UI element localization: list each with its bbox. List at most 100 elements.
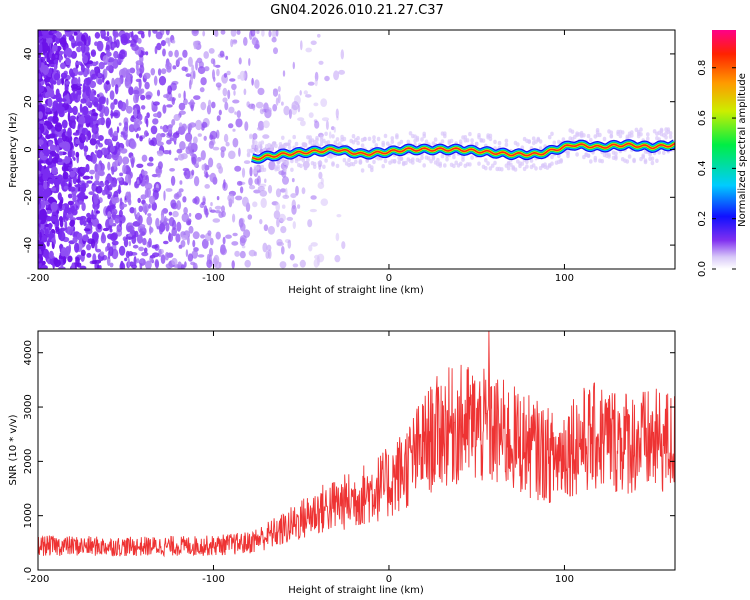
halo-speck [666,127,671,132]
noise-speck [215,231,221,240]
halo-speck [283,144,287,149]
noise-speck [265,250,270,259]
halo-speck [557,153,561,159]
noise-speck [61,119,68,129]
noise-speck [67,193,73,199]
noise-speck [157,68,162,76]
noise-speck [38,129,41,138]
halo-speck [372,139,376,144]
noise-speck [178,188,184,193]
noise-speck [248,177,253,186]
noise-speck [93,193,97,203]
noise-speck [169,168,176,172]
noise-speck [79,218,84,226]
noise-speck [64,155,69,165]
noise-speck [43,188,51,198]
noise-speck [38,262,41,269]
noise-speck [128,124,135,133]
halo-speck [449,138,454,144]
noise-speck [227,89,231,100]
noise-speck [78,76,81,85]
noise-speck [71,262,75,269]
noise-speck [97,163,101,174]
noise-speck [152,30,158,34]
noise-speck [114,214,120,224]
noise-speck [82,234,89,242]
noise-speck [178,102,186,111]
halo-speck [415,135,420,141]
noise-speck [191,156,197,165]
noise-speck [168,232,171,242]
noise-speck [60,72,68,79]
noise-speck [273,47,278,55]
noise-speck [88,191,95,196]
noise-speck [80,182,87,193]
noise-speck [97,135,104,141]
noise-speck [167,85,173,95]
noise-speck [233,90,236,96]
noise-speck [113,98,118,105]
noise-speck [243,88,247,96]
noise-speck [100,147,109,156]
noise-speck [89,214,97,220]
noise-speck [248,58,251,66]
noise-speck [251,37,259,46]
noise-speck [44,228,49,236]
noise-speck [297,104,301,113]
noise-speck [86,63,90,69]
noise-speck [128,241,131,247]
noise-speck [62,213,66,223]
halo-speck [529,158,534,163]
noise-speck [220,150,225,158]
halo-speck [497,140,502,146]
noise-speck [287,239,292,249]
noise-speck [181,235,189,241]
noise-speck [212,69,215,80]
noise-speck [72,89,76,98]
noise-speck [77,112,81,117]
noise-speck [58,231,66,242]
noise-speck [223,72,228,78]
spectrogram-ridge [249,139,675,164]
halo-speck [506,166,511,171]
noise-speck [94,171,100,182]
noise-speck [212,146,220,151]
noise-speck [120,101,127,112]
noise-speck [193,136,198,144]
noise-speck [281,245,285,255]
noise-speck [291,101,299,111]
noise-speck [78,200,83,205]
noise-speck [333,70,340,81]
halo-speck [255,149,260,154]
halo-speck [630,133,634,138]
halo-speck [383,133,388,139]
noise-speck [214,205,222,210]
noise-speck [98,96,106,105]
halo-speck [534,166,538,171]
noise-speck [151,173,158,178]
noise-speck [118,184,121,195]
noise-speck [275,97,279,106]
y-tick-label: 20 [23,95,34,108]
halo-speck [397,160,401,165]
halo-speck [614,156,618,161]
halo-speck [561,137,566,142]
noise-speck [214,64,221,68]
noise-speck [65,58,72,66]
noise-speck [77,94,81,102]
halo-speck [281,135,285,140]
noise-speck [187,253,194,262]
noise-speck [83,145,89,153]
noise-speck [216,115,221,122]
noise-speck [120,148,128,154]
noise-speck [141,251,149,257]
noise-speck [55,182,60,193]
noise-speck [146,112,150,119]
noise-speck [65,80,71,85]
noise-speck [219,50,225,57]
halo-speck [664,135,668,140]
noise-speck [53,63,57,74]
noise-speck [71,39,76,44]
noise-speck [239,70,246,81]
